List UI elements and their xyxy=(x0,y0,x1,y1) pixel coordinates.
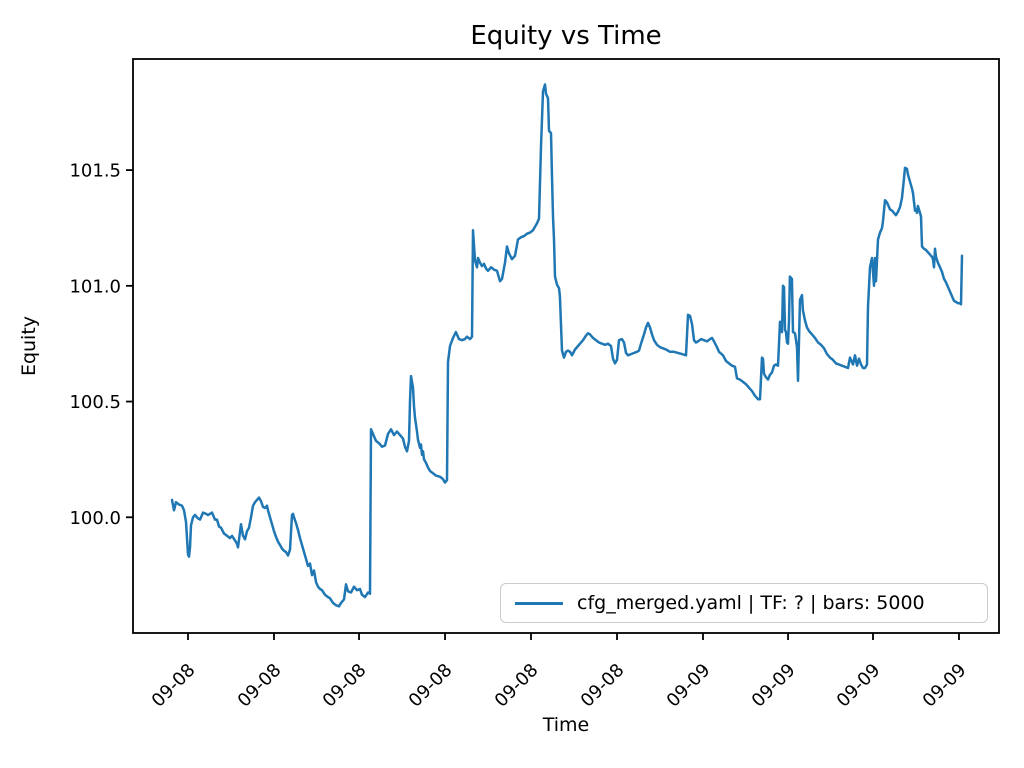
x-tick-label: 09-08 xyxy=(148,660,200,712)
x-tick-label: 09-08 xyxy=(491,660,543,712)
x-tick-label: 09-08 xyxy=(405,660,457,712)
y-tick-label: 100.0 xyxy=(69,508,121,529)
x-tick-label: 09-08 xyxy=(319,660,371,712)
legend-label: cfg_merged.yaml | TF: ? | bars: 5000 xyxy=(577,592,925,614)
legend-line-sample xyxy=(515,601,563,605)
y-tick-label: 101.5 xyxy=(69,161,121,182)
x-tick-label: 09-08 xyxy=(234,660,286,712)
x-tick-label: 09-09 xyxy=(833,660,885,712)
x-axis-label: Time xyxy=(542,714,590,736)
x-tick-label: 09-09 xyxy=(748,660,800,712)
y-axis-ticks: 100.0 100.5 101.0 101.5 xyxy=(69,161,133,529)
x-axis-ticks: 09-08 09-08 09-08 09-08 09-08 09-08 09-09 09-09… xyxy=(148,633,971,712)
x-tick-label: 09-09 xyxy=(919,660,971,712)
x-tick-label: 09-08 xyxy=(577,660,629,712)
chart-title: Equity vs Time xyxy=(470,21,662,51)
x-tick-label: 09-09 xyxy=(663,660,715,712)
axes-frame xyxy=(132,58,1000,634)
y-tick-label: 100.5 xyxy=(69,392,121,413)
y-tick-label: 101.0 xyxy=(69,276,121,297)
legend: cfg_merged.yaml | TF: ? | bars: 5000 xyxy=(500,583,988,623)
equity-curve xyxy=(170,83,964,608)
